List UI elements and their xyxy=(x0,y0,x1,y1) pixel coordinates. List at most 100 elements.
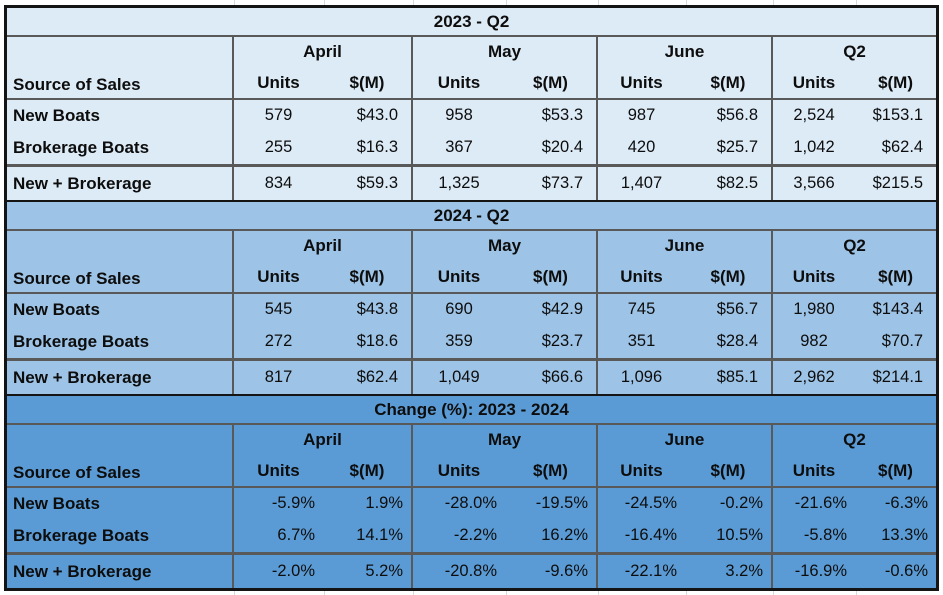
value-cell[interactable]: -9.6% xyxy=(505,552,597,588)
value-cell[interactable]: 545 xyxy=(232,293,323,326)
value-cell[interactable]: $143.4 xyxy=(872,300,924,319)
sub-header-cell[interactable]: $(M) xyxy=(323,455,412,488)
row-label-cell[interactable]: Brokerage Boats xyxy=(13,526,150,546)
month-header-cell[interactable]: Q2 xyxy=(770,424,937,455)
value-cell[interactable]: 1,325 xyxy=(411,164,505,200)
value-cell[interactable]: 2,962 xyxy=(771,358,855,394)
sub-header-cell[interactable]: Units xyxy=(411,455,505,488)
sub-header-cell[interactable]: Units xyxy=(596,261,685,294)
value-cell[interactable]: -22.1% xyxy=(596,552,685,588)
sub-header-cell[interactable]: Units xyxy=(596,455,685,488)
row-label-cell[interactable]: New Boats xyxy=(13,300,100,320)
sub-header-cell[interactable]: $(M) xyxy=(855,455,937,488)
sub-header-cell[interactable]: Units xyxy=(771,67,855,100)
value-cell[interactable]: 10.5% xyxy=(716,526,763,545)
value-cell[interactable]: -0.2% xyxy=(719,494,763,513)
corner-cell[interactable]: Source of Sales xyxy=(7,230,233,294)
value-cell[interactable]: 834 xyxy=(232,164,323,200)
sub-header-cell[interactable]: Units xyxy=(771,455,855,488)
value-cell[interactable]: -16.9% xyxy=(771,552,855,588)
total-label-cell[interactable]: New + Brokerage xyxy=(7,358,233,394)
sub-header-cell[interactable]: $(M) xyxy=(685,67,772,100)
value-cell[interactable]: $25.7 xyxy=(716,138,758,157)
value-cell[interactable]: 817 xyxy=(232,358,323,394)
section-title-cell[interactable]: Change (%): 2023 - 2024 xyxy=(7,395,937,425)
row-label-cell[interactable]: New Boats xyxy=(13,106,100,126)
value-cell[interactable]: $82.5 xyxy=(685,164,772,200)
value-cell[interactable]: -24.5% xyxy=(596,487,685,520)
value-cell[interactable]: $53.3 xyxy=(541,106,583,125)
sub-header-cell[interactable]: $(M) xyxy=(323,261,412,294)
total-label-cell[interactable]: New + Brokerage xyxy=(7,164,233,200)
value-cell[interactable]: -21.6% xyxy=(771,487,855,520)
value-cell[interactable]: -5.9% xyxy=(232,487,323,520)
sub-header-cell[interactable]: Units xyxy=(771,261,855,294)
corner-cell[interactable]: Source of Sales xyxy=(7,424,233,488)
value-cell[interactable]: 367 xyxy=(411,132,505,166)
value-cell[interactable]: 1,407 xyxy=(596,164,685,200)
sub-header-cell[interactable]: $(M) xyxy=(685,455,772,488)
corner-cell[interactable]: Source of Sales xyxy=(7,36,233,100)
value-cell[interactable]: 2,524 xyxy=(771,99,855,132)
sub-header-cell[interactable]: Units xyxy=(411,261,505,294)
value-cell[interactable]: 6.7% xyxy=(232,520,323,554)
row-label-cell[interactable]: Brokerage Boats xyxy=(13,332,150,352)
value-cell[interactable]: $23.7 xyxy=(541,332,583,351)
sub-header-cell[interactable]: $(M) xyxy=(323,67,412,100)
total-label-cell[interactable]: New + Brokerage xyxy=(7,552,233,588)
value-cell[interactable]: $43.0 xyxy=(356,106,398,125)
value-cell[interactable]: $70.7 xyxy=(881,332,924,351)
value-cell[interactable]: -20.8% xyxy=(411,552,505,588)
value-cell[interactable]: 987 xyxy=(596,99,685,132)
value-cell[interactable]: $153.1 xyxy=(872,106,924,125)
sub-header-cell[interactable]: Units xyxy=(596,67,685,100)
value-cell[interactable]: 13.3% xyxy=(881,526,929,545)
value-cell[interactable]: 5.2% xyxy=(323,552,412,588)
month-header-cell[interactable]: June xyxy=(596,36,772,67)
value-cell[interactable]: 351 xyxy=(596,326,685,360)
month-header-cell[interactable]: Q2 xyxy=(770,36,937,67)
value-cell[interactable]: -6.3% xyxy=(884,494,929,513)
value-cell[interactable]: 1,049 xyxy=(411,358,505,394)
month-header-cell[interactable]: April xyxy=(232,36,412,67)
value-cell[interactable]: 16.2% xyxy=(541,526,588,545)
value-cell[interactable]: -0.6% xyxy=(855,552,937,588)
value-cell[interactable]: -2.0% xyxy=(232,552,323,588)
value-cell[interactable]: $59.3 xyxy=(323,164,412,200)
value-cell[interactable]: 1,042 xyxy=(771,132,855,166)
value-cell[interactable]: 272 xyxy=(232,326,323,360)
value-cell[interactable]: -28.0% xyxy=(411,487,505,520)
value-cell[interactable]: -2.2% xyxy=(411,520,505,554)
value-cell[interactable]: 14.1% xyxy=(356,526,403,545)
month-header-cell[interactable]: June xyxy=(596,424,772,455)
value-cell[interactable]: 958 xyxy=(411,99,505,132)
value-cell[interactable]: -19.5% xyxy=(535,494,588,513)
month-header-cell[interactable]: May xyxy=(411,36,597,67)
value-cell[interactable]: -5.8% xyxy=(771,520,855,554)
row-label-cell[interactable]: New Boats xyxy=(13,494,100,514)
value-cell[interactable]: $56.8 xyxy=(716,106,758,125)
value-cell[interactable]: $73.7 xyxy=(505,164,597,200)
sub-header-cell[interactable]: Units xyxy=(411,67,505,100)
value-cell[interactable]: $28.4 xyxy=(716,332,758,351)
value-cell[interactable]: $214.1 xyxy=(855,358,937,394)
value-cell[interactable]: 420 xyxy=(596,132,685,166)
sub-header-cell[interactable]: Units xyxy=(232,261,323,294)
section-title-cell[interactable]: 2023 - Q2 xyxy=(7,8,937,37)
value-cell[interactable]: 1,980 xyxy=(771,293,855,326)
value-cell[interactable]: $20.4 xyxy=(541,138,583,157)
value-cell[interactable]: -16.4% xyxy=(596,520,685,554)
value-cell[interactable]: 1,096 xyxy=(596,358,685,394)
value-cell[interactable]: $42.9 xyxy=(541,300,583,319)
value-cell[interactable]: $62.4 xyxy=(323,358,412,394)
value-cell[interactable]: 255 xyxy=(232,132,323,166)
sub-header-cell[interactable]: $(M) xyxy=(855,67,937,100)
month-header-cell[interactable]: June xyxy=(596,230,772,261)
value-cell[interactable]: $85.1 xyxy=(685,358,772,394)
value-cell[interactable]: 690 xyxy=(411,293,505,326)
value-cell[interactable]: $18.6 xyxy=(356,332,398,351)
value-cell[interactable]: $62.4 xyxy=(881,138,924,157)
sub-header-cell[interactable]: Units xyxy=(232,67,323,100)
sub-header-cell[interactable]: $(M) xyxy=(505,261,597,294)
month-header-cell[interactable]: April xyxy=(232,424,412,455)
